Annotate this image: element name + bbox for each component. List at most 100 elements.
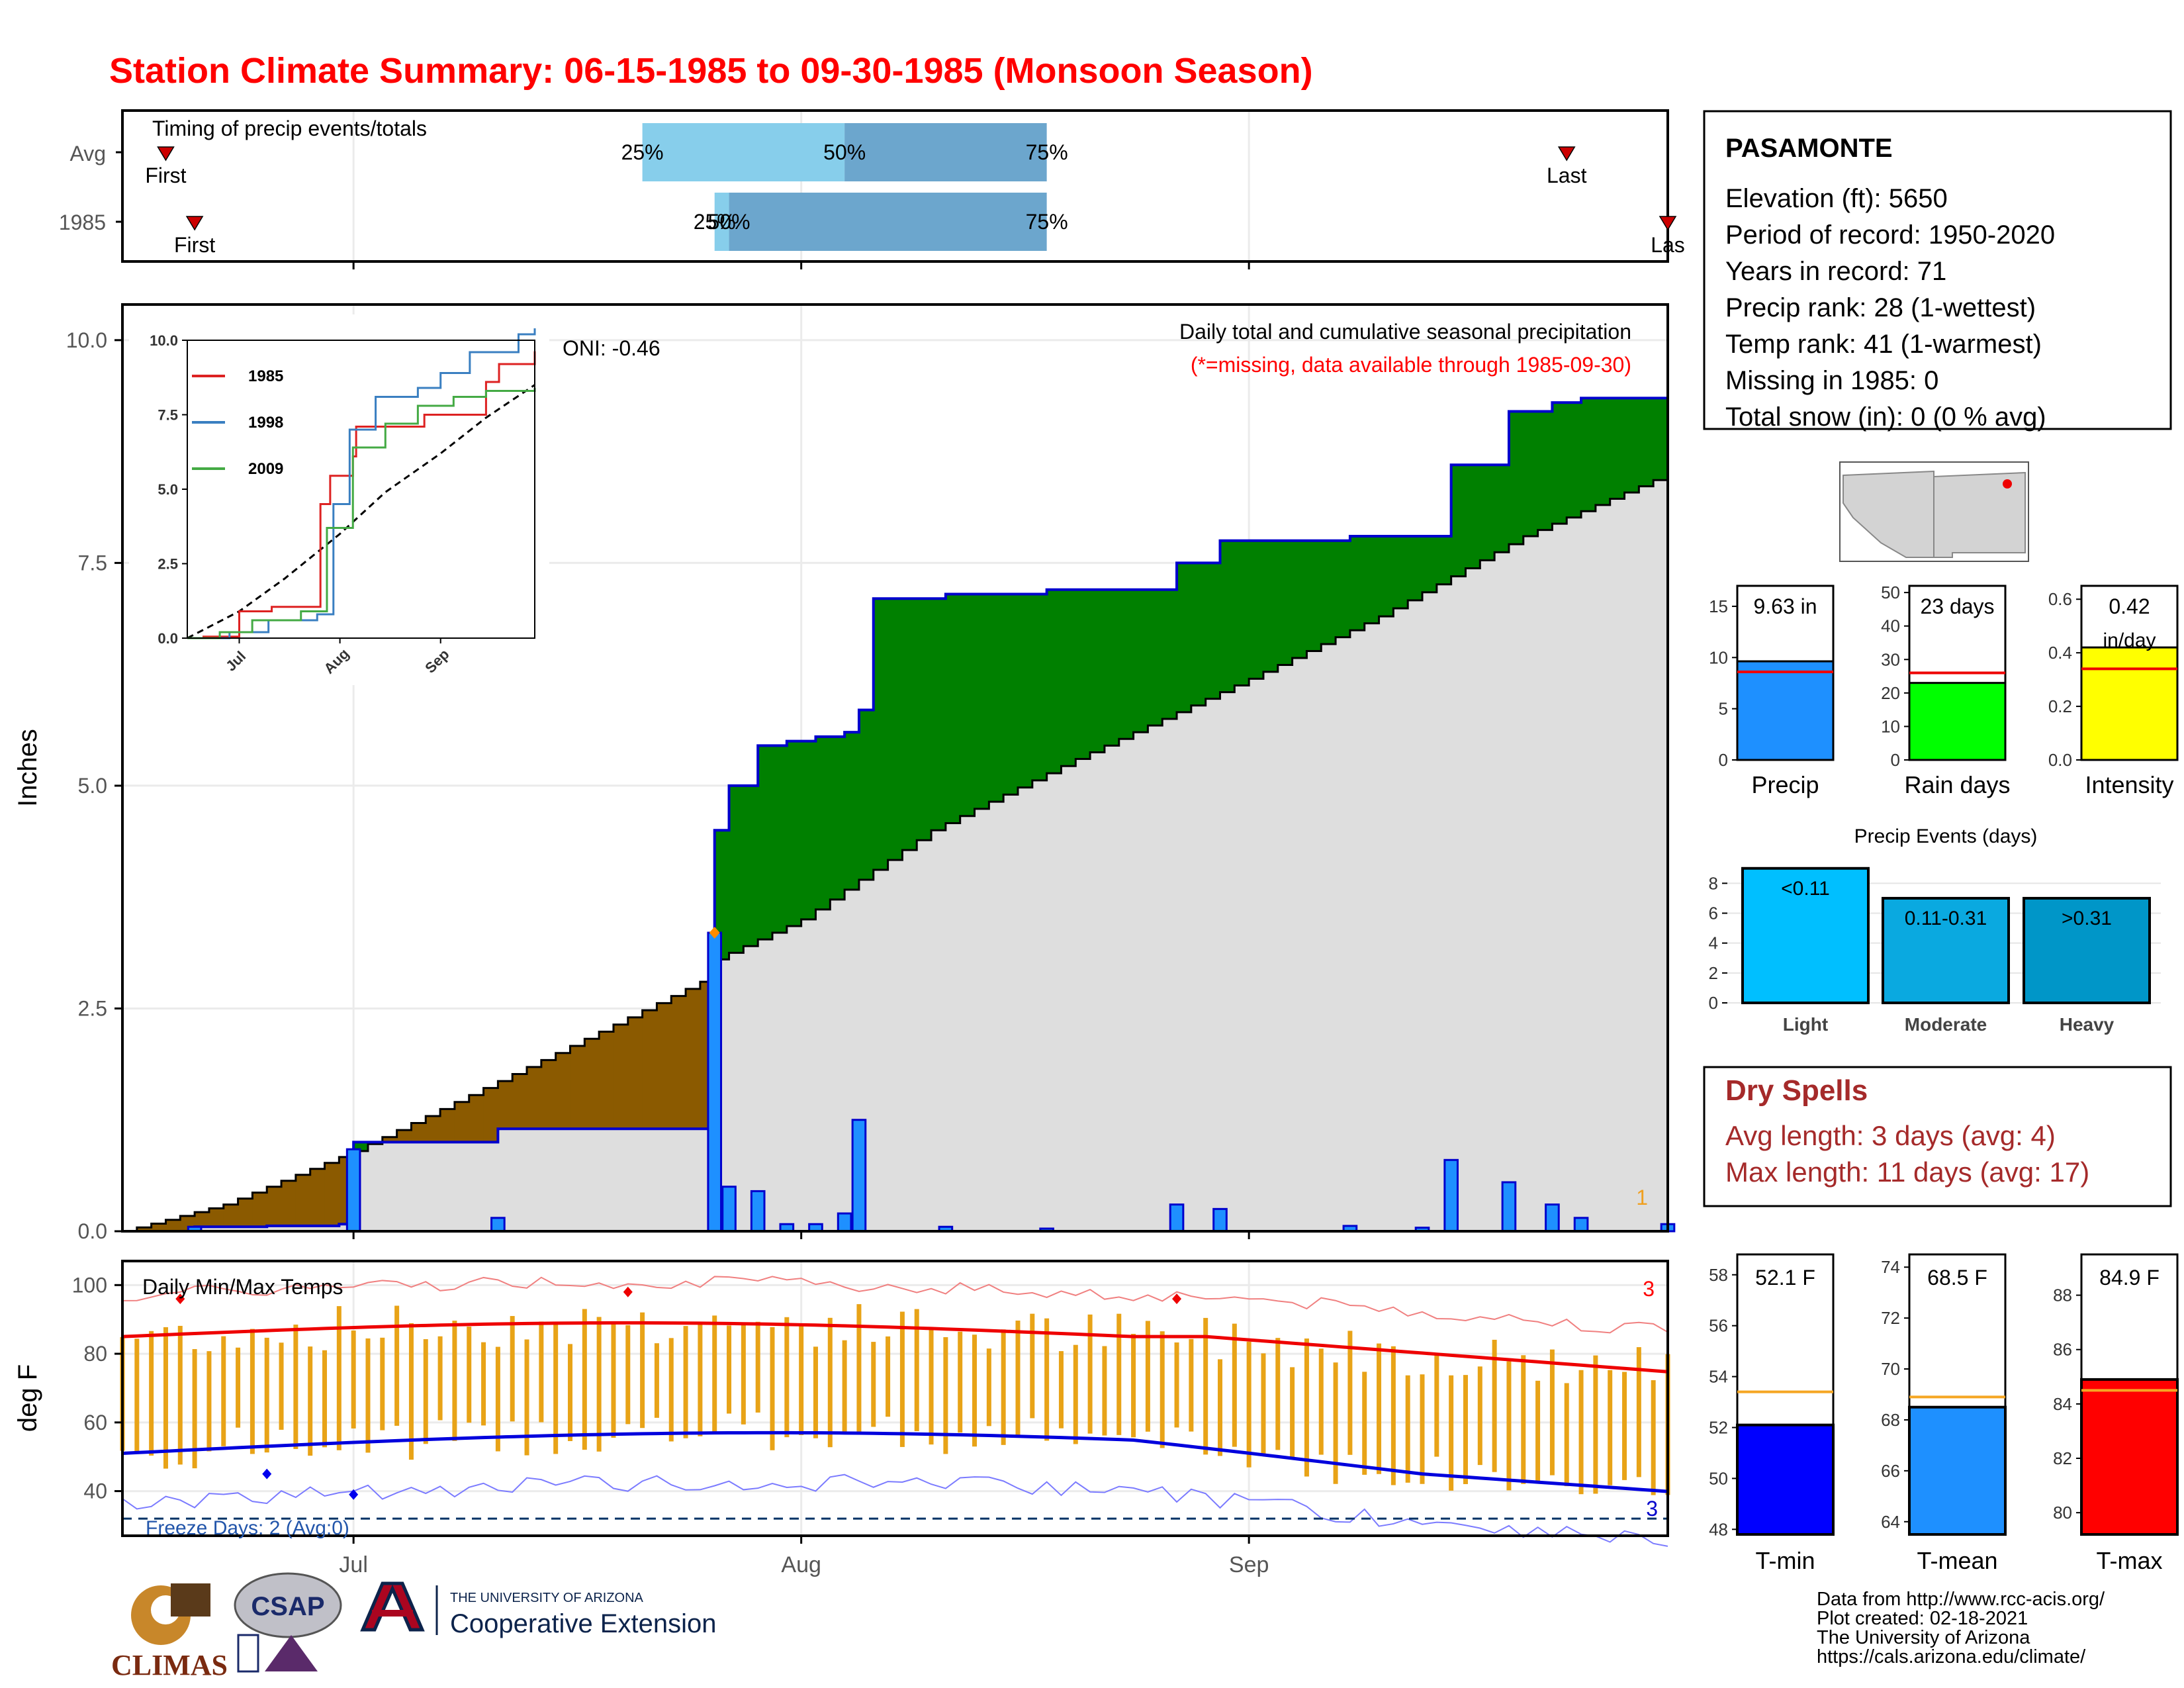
summary-bar-value-label: 23 days — [1920, 594, 1994, 618]
precip-normal-area — [887, 860, 903, 1231]
precip-normal-area — [454, 1142, 470, 1231]
precip-daily-bar — [721, 1186, 737, 1233]
precip-surplus-area — [1220, 540, 1236, 692]
temp-x-tick-label: Aug — [781, 1552, 821, 1577]
precip-normal-area — [469, 1142, 484, 1231]
inset-y-tick-label: 2.5 — [158, 556, 178, 573]
timing-percentile-label: 25% — [621, 140, 664, 164]
precip-surplus-area — [1465, 465, 1481, 569]
precip-daily-bar — [1169, 1203, 1185, 1233]
temp-summary-value-label: 84.9 F — [2099, 1266, 2160, 1289]
temp-daily-bar — [481, 1342, 486, 1426]
precip-normal-area — [960, 816, 976, 1231]
temp-daily-bar — [1189, 1338, 1194, 1432]
precip-deficit-area — [426, 1115, 441, 1143]
temp-daily-bar — [986, 1348, 991, 1427]
precip-normal-area — [1436, 584, 1452, 1231]
precip-surplus-area — [917, 598, 932, 841]
temp-label: Daily Min/Max Temps — [142, 1275, 343, 1299]
precip-surplus-area — [1523, 411, 1539, 536]
precip-surplus-area — [1205, 563, 1221, 699]
freeze-days-label: Freeze Days: 2 (Avg:0) — [146, 1517, 349, 1539]
temp-daily-bar — [1477, 1366, 1482, 1466]
precip-normal-area — [1177, 712, 1192, 1231]
events-category-label: Heavy — [2060, 1014, 2115, 1035]
temp-daily-bar — [741, 1323, 746, 1425]
precip-normal-area — [1336, 637, 1351, 1231]
temp-daily-bar — [943, 1336, 948, 1454]
temp-daily-bar — [1390, 1346, 1396, 1485]
precip-deficit-area — [512, 1074, 527, 1129]
temp-daily-bar — [1492, 1339, 1497, 1472]
precip-normal-area — [367, 1144, 383, 1231]
temp-y-tick-label: 80 — [83, 1342, 107, 1366]
temp-daily-bar — [1261, 1353, 1266, 1454]
precip-normal-area — [686, 1129, 701, 1231]
locator-map — [1839, 461, 2029, 562]
precip-normal-area — [1364, 623, 1380, 1231]
precip-daily-bar — [851, 1119, 867, 1233]
dry-spells-frame — [1703, 1066, 2172, 1207]
inset-y-tick-label: 10.0 — [150, 332, 178, 349]
precip-surplus-area — [931, 598, 946, 831]
summary-bars: 0 5 10 15 9.63 in Precip 0 10 20 30 40 50 23 days Rai… — [1709, 583, 2179, 798]
events-bar-label: <0.11 — [1781, 878, 1830, 900]
precip-cumulative-line — [122, 373, 1669, 1233]
precip-deficit-area — [310, 1168, 326, 1226]
precip-surplus-area — [1451, 465, 1467, 577]
precip-surplus-area — [1104, 589, 1120, 746]
summary-bar-value-label: 9.63 in — [1753, 594, 1817, 618]
precip-deficit-area — [613, 1024, 629, 1129]
events-y-tick-label: 0 — [1709, 993, 1718, 1013]
temp-background — [122, 1261, 1668, 1536]
precip-normal-area — [570, 1129, 586, 1231]
precip-normal-area — [1075, 759, 1091, 1231]
temp-y-axis: 40 60 80 100 — [72, 1273, 122, 1503]
precip-frame — [121, 303, 1669, 1233]
temp-daily-bar — [625, 1325, 631, 1425]
temp-daily-bar — [1608, 1370, 1613, 1485]
temp-daily-bar — [1073, 1344, 1078, 1444]
summary-bar-name: Intensity — [2085, 771, 2173, 798]
precip-surplus-area — [1277, 540, 1293, 665]
precip-surplus-area — [1118, 589, 1134, 739]
summary-bar-y-tick-label: 30 — [1881, 649, 1900, 669]
temp-daily-bar — [206, 1351, 212, 1452]
precip-normal-area — [642, 1129, 658, 1231]
precip-deficit-area — [382, 1137, 398, 1143]
precip-normal-area — [281, 1225, 296, 1231]
precip-normal-area — [1003, 794, 1019, 1231]
events-y-tick-label: 4 — [1709, 933, 1718, 953]
temp-summary-y-tick-label: 72 — [1881, 1308, 1900, 1328]
precip-normal-area — [1017, 787, 1033, 1231]
precip-normal-area — [382, 1142, 398, 1231]
precip-deficit-area — [657, 1003, 672, 1129]
summary-bar-name: Rain days — [1904, 771, 2010, 798]
temp-daily-bar — [192, 1349, 197, 1469]
precip-normal-area — [1408, 600, 1423, 1231]
dry-spells-max: Max length: 11 days (avg: 17) — [1725, 1156, 2089, 1188]
precip-surplus-area — [1263, 540, 1279, 672]
temp-summary-y-tick-label: 68 — [1881, 1410, 1900, 1430]
precip-normal-area — [1624, 492, 1640, 1231]
temp-daily-bar — [1203, 1317, 1208, 1455]
timing-percentile-label: 75% — [1026, 210, 1068, 234]
precip-normal-area — [786, 925, 802, 1231]
precip-normal-area — [873, 870, 889, 1231]
precip-daily-bar — [1443, 1158, 1459, 1233]
oni-value: ONI: -0.46 — [563, 336, 660, 360]
precip-normal-area — [1249, 679, 1264, 1231]
timing-event-label: Last — [1547, 164, 1587, 187]
summary-bar-rain-days — [1908, 682, 2007, 761]
temp-daily-bar — [958, 1331, 963, 1433]
precip-surplus-area — [758, 745, 773, 940]
precip-surplus-area — [1567, 402, 1582, 518]
timing-event-marker — [185, 216, 204, 231]
temp-daily-bar — [1102, 1346, 1107, 1436]
temp-daily-bar — [1001, 1329, 1006, 1445]
temp-panel: 40 60 80 100 deg F Daily Min/Max Temps Free… — [13, 1260, 1670, 1577]
temp-summary-bar-t-max — [2080, 1378, 2179, 1536]
temp-daily-bar — [1304, 1338, 1309, 1477]
temp-daily-bar — [1333, 1362, 1338, 1484]
